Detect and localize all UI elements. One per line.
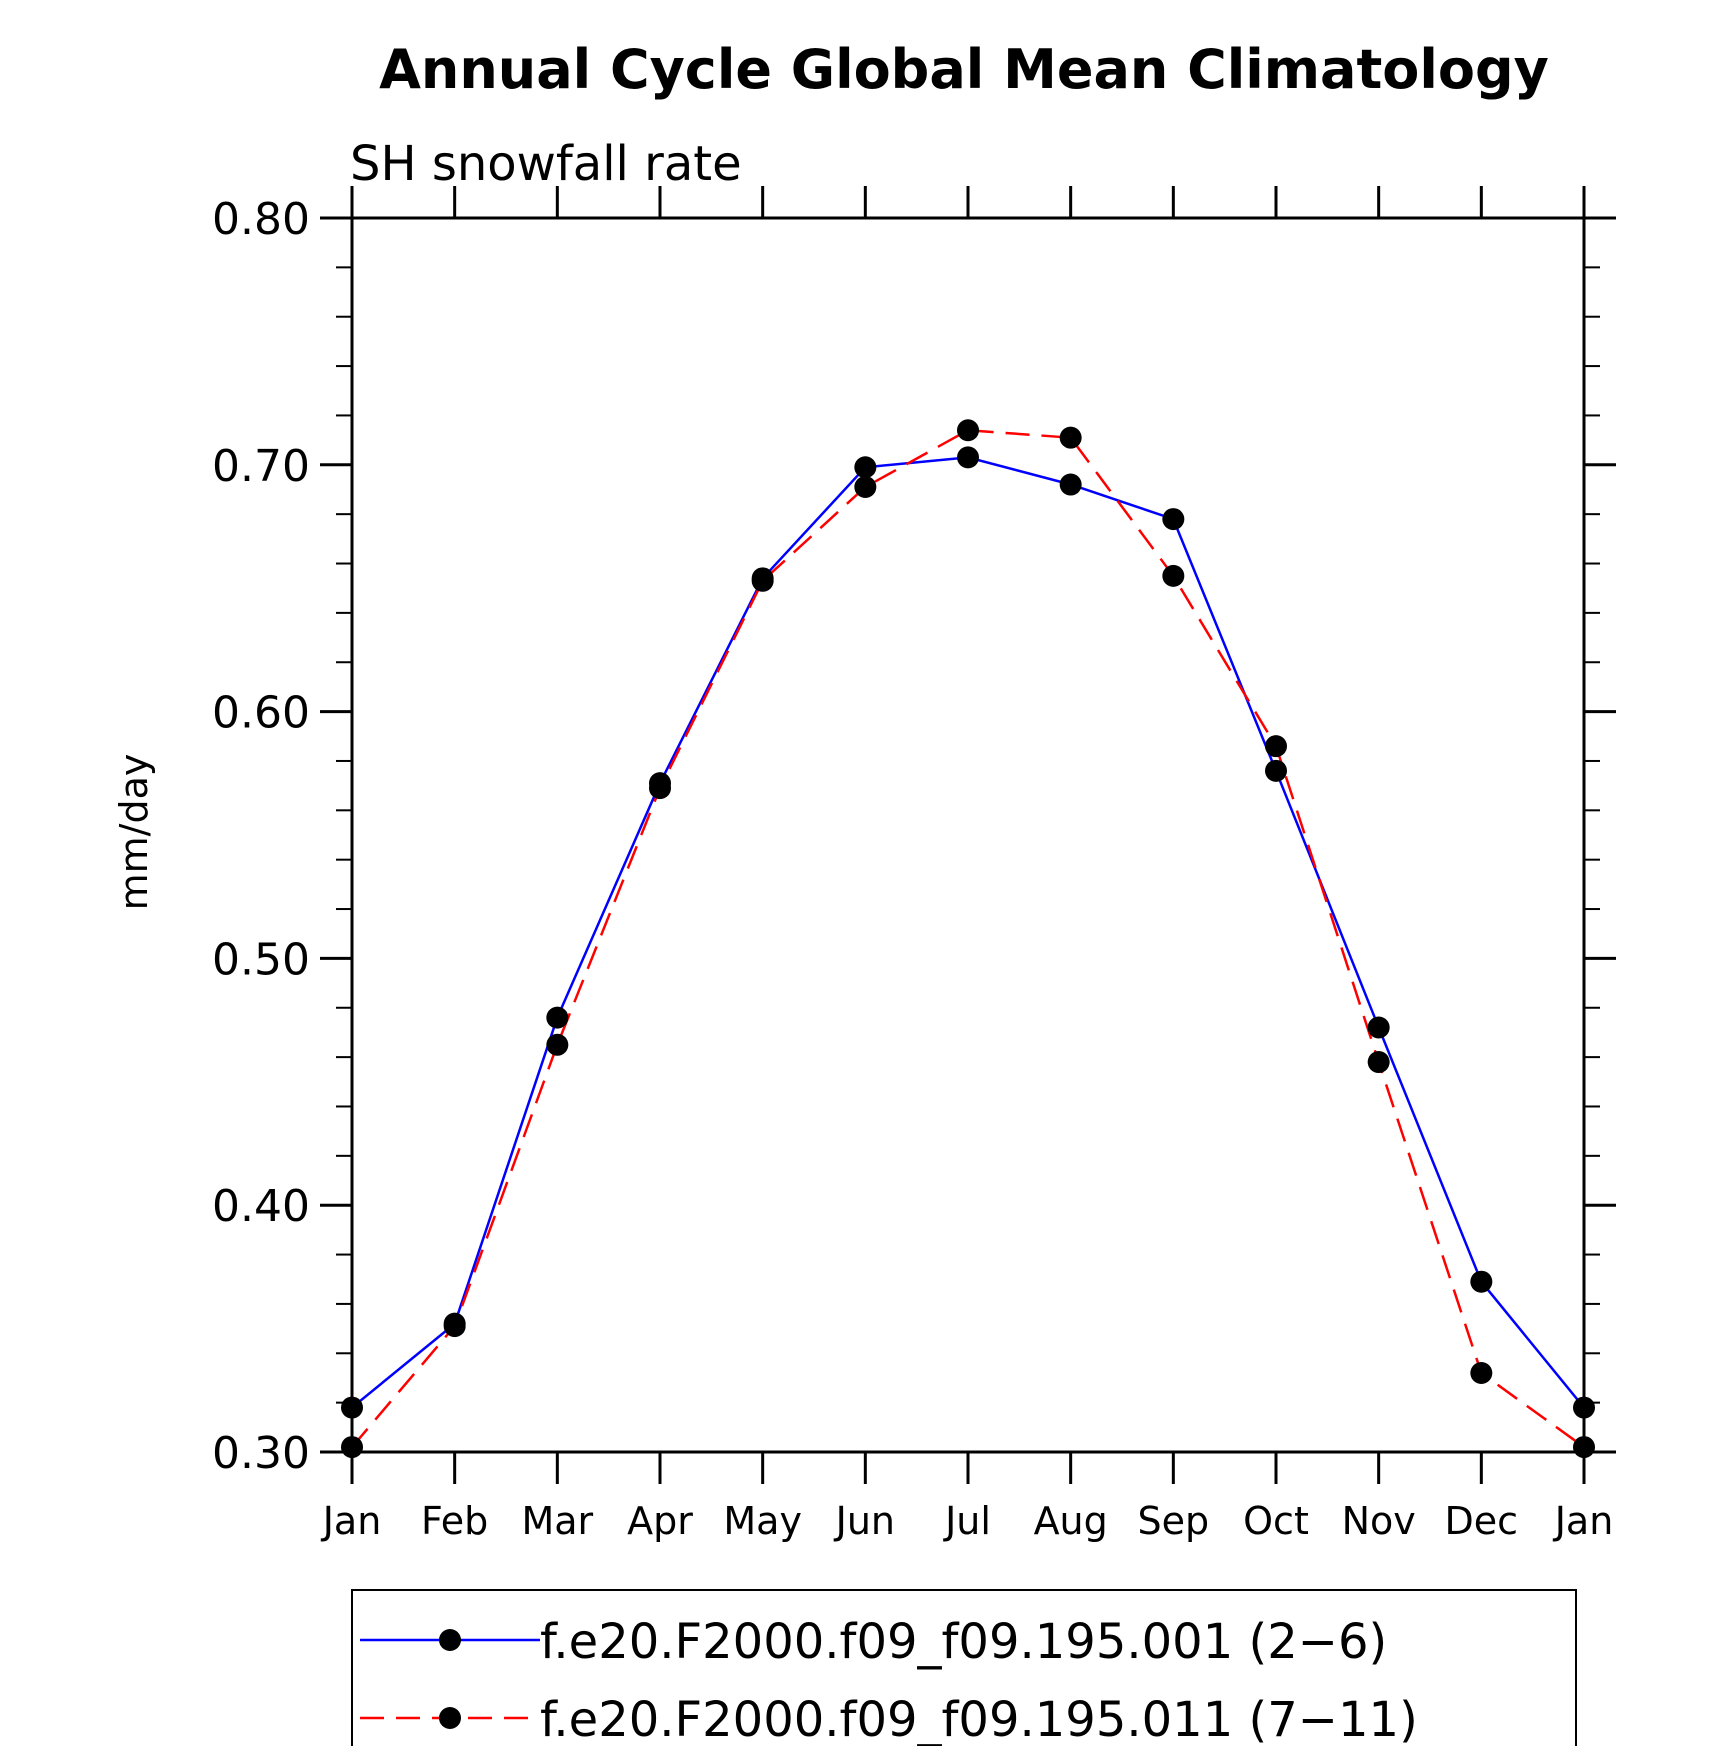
series-1-point — [1470, 1270, 1493, 1293]
series-2-point — [1573, 1436, 1595, 1459]
x-tick-label: Oct — [1243, 1499, 1309, 1543]
series-1-point — [341, 1396, 363, 1419]
series-2-point — [751, 569, 774, 592]
x-tick-label: Jul — [943, 1499, 991, 1543]
x-tick-label: Feb — [421, 1499, 488, 1543]
legend-marker-1 — [439, 1629, 461, 1651]
series-2-point — [854, 476, 877, 499]
x-tick-label: Nov — [1342, 1499, 1416, 1543]
series-2-point — [649, 777, 671, 800]
series-2-point — [1059, 426, 1082, 449]
series-1-point — [1162, 508, 1185, 531]
x-tick-label: Jan — [1553, 1499, 1614, 1543]
y-tick-label: 0.30 — [212, 1428, 310, 1479]
y-tick-label: 0.70 — [212, 441, 310, 492]
x-tick-label: Mar — [521, 1499, 593, 1543]
x-tick-label: Jun — [834, 1499, 895, 1543]
series-2-point — [546, 1033, 569, 1056]
legend: f.e20.F2000.f09_f09.195.001 (2−6) f.e20.F… — [351, 1589, 1577, 1746]
y-tick-label: 0.50 — [212, 934, 310, 985]
chart-title: Annual Cycle Global Mean Climatology — [379, 38, 1549, 101]
y-tick-label: 0.80 — [212, 194, 310, 245]
legend-marker-2 — [439, 1707, 461, 1729]
x-tick-label: Sep — [1138, 1499, 1210, 1543]
series-2-point — [957, 419, 979, 442]
legend-box — [351, 1589, 1577, 1746]
series-2-point — [1265, 735, 1287, 758]
legend-label-1: f.e20.F2000.f09_f09.195.001 (2−6) — [540, 1614, 1387, 1670]
series-line-1 — [351, 456, 1585, 1409]
series-2-point — [1470, 1362, 1493, 1385]
series-line-2 — [351, 428, 1585, 1449]
x-tick-label: May — [723, 1499, 802, 1543]
series-2-point — [443, 1315, 466, 1338]
series-1-point — [854, 456, 877, 479]
series-1-point — [546, 1006, 569, 1029]
plot-frame — [350, 216, 1586, 1454]
x-tick-label: Aug — [1034, 1499, 1108, 1543]
legend-label-2: f.e20.F2000.f09_f09.195.011 (7−11) — [540, 1692, 1418, 1746]
chart-subtitle: SH snowfall rate — [350, 136, 742, 192]
series-1-point — [1367, 1016, 1390, 1039]
y-tick-label: 0.40 — [212, 1181, 310, 1232]
x-tick-label: Jan — [321, 1499, 382, 1543]
series-2-point — [1367, 1051, 1390, 1074]
plot-axes: Jan Feb Mar Apr May Jun Jul Aug Sep Oct Nov Dec Jan0… — [212, 186, 1616, 1543]
x-tick-label: Dec — [1445, 1499, 1519, 1543]
series-layer — [341, 419, 1595, 1459]
series-1-point — [1265, 759, 1287, 782]
series-1-point — [1573, 1396, 1595, 1419]
series-1-point — [1059, 473, 1082, 496]
y-axis-label: mm/day — [112, 754, 156, 911]
y-tick-label: 0.60 — [212, 688, 310, 739]
series-2-point — [341, 1436, 363, 1459]
series-1-point — [957, 446, 979, 469]
series-2-point — [1162, 564, 1185, 587]
x-tick-label: Apr — [627, 1499, 693, 1543]
